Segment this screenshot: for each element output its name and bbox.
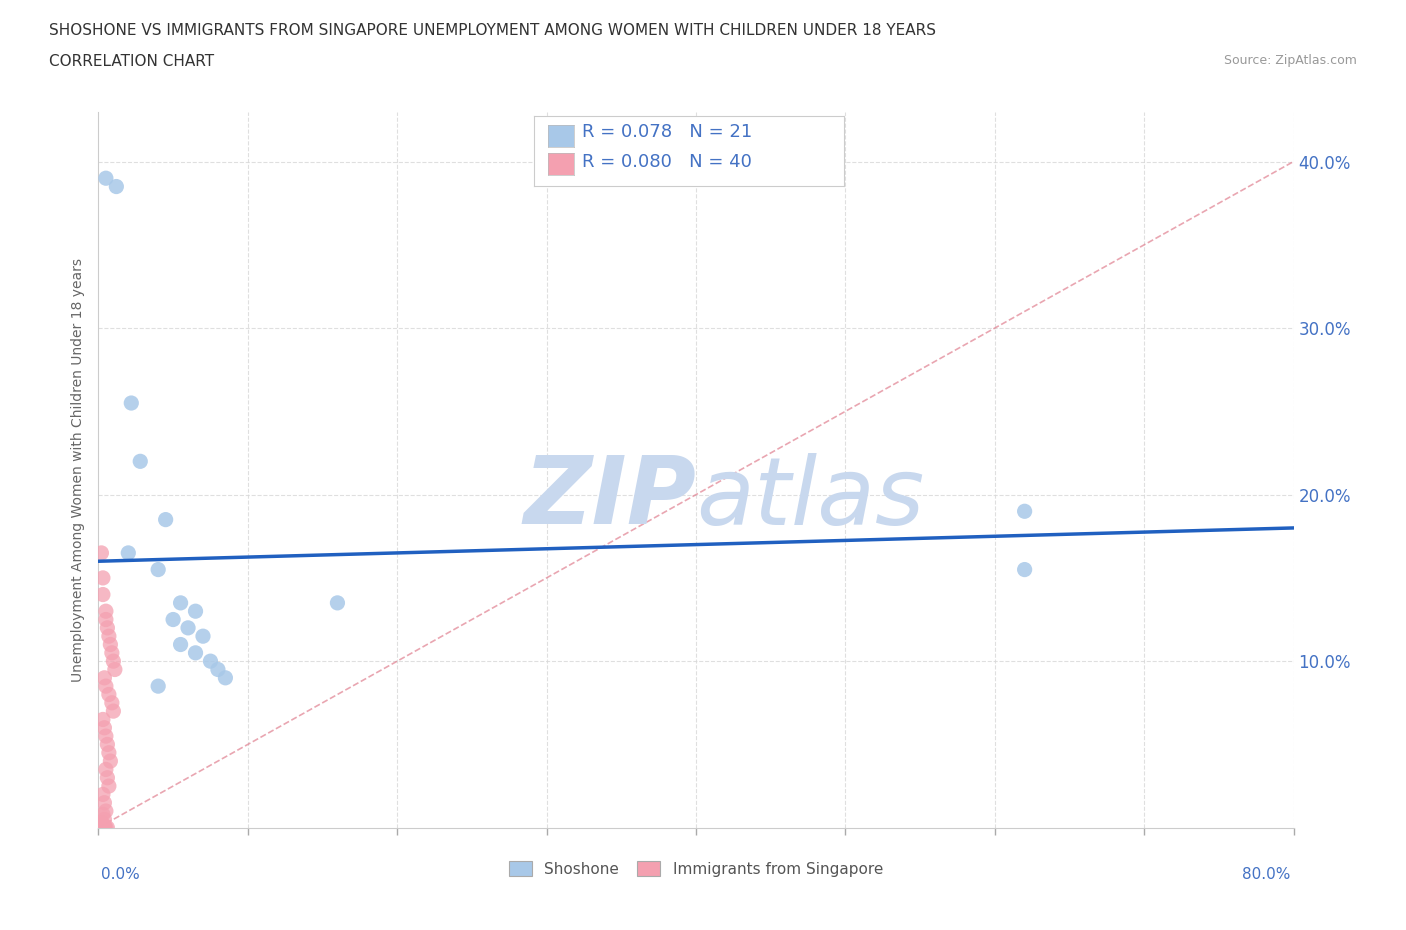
Point (93, 818, 115, 833)
Point (101, 696, 124, 711)
Point (177, 620, 200, 635)
Point (97, 778, 120, 793)
Point (169, 595, 191, 610)
Legend: Shoshone, Immigrants from Singapore: Shoshone, Immigrants from Singapore (502, 854, 890, 884)
Text: R = 0.078   N = 21: R = 0.078 N = 21 (582, 123, 752, 140)
Point (1014, 504, 1036, 519)
Point (94, 604, 117, 618)
Point (214, 671, 236, 685)
Point (96, 770, 118, 785)
Point (97, 629, 120, 644)
Point (94, 762, 117, 777)
Point (162, 612, 184, 627)
Point (94, 729, 117, 744)
Point (103, 654, 125, 669)
Point (91, 787, 114, 802)
Point (90, 820, 112, 835)
Point (91, 807, 114, 822)
Point (90, 816, 112, 830)
Point (94, 679, 117, 694)
Point (191, 629, 214, 644)
Point (94, 820, 117, 835)
Text: CORRELATION CHART: CORRELATION CHART (49, 54, 214, 69)
Text: 80.0%: 80.0% (1243, 867, 1291, 882)
Point (96, 620, 118, 635)
Point (117, 546, 139, 561)
Text: 0.0%: 0.0% (101, 867, 141, 882)
Point (94, 171, 117, 186)
Point (93, 812, 115, 827)
Point (148, 562, 170, 577)
Y-axis label: Unemployment Among Women with Children Under 18 years: Unemployment Among Women with Children U… (70, 258, 84, 682)
Point (129, 454, 152, 469)
Point (91, 712, 114, 727)
Text: SHOSHONE VS IMMIGRANTS FROM SINGAPORE UNEMPLOYMENT AMONG WOMEN WITH CHILDREN UND: SHOSHONE VS IMMIGRANTS FROM SINGAPORE UN… (49, 23, 936, 38)
Point (155, 512, 177, 527)
Point (90, 820, 112, 835)
Point (120, 395, 142, 410)
Point (1014, 562, 1036, 577)
Point (98, 753, 122, 768)
Point (94, 804, 117, 818)
Point (91, 820, 114, 835)
Point (96, 820, 118, 835)
Point (97, 745, 120, 760)
Point (184, 645, 207, 660)
Point (91, 570, 114, 585)
Point (207, 662, 229, 677)
Text: ZIP: ZIP (523, 452, 696, 544)
Point (93, 721, 115, 736)
Point (91, 587, 114, 602)
Point (93, 820, 115, 835)
Point (103, 704, 125, 719)
Point (94, 612, 117, 627)
Point (97, 687, 120, 702)
Point (98, 637, 122, 652)
Point (93, 671, 115, 685)
Text: Source: ZipAtlas.com: Source: ZipAtlas.com (1223, 54, 1357, 67)
Point (91, 817, 114, 831)
Point (200, 654, 222, 669)
Point (96, 737, 118, 751)
Point (105, 179, 128, 194)
Point (93, 795, 115, 810)
Point (169, 637, 191, 652)
Point (91, 820, 114, 835)
Text: atlas: atlas (696, 453, 924, 544)
Text: R = 0.080   N = 40: R = 0.080 N = 40 (582, 153, 752, 170)
Point (90, 546, 112, 561)
Point (101, 645, 124, 660)
Point (148, 679, 170, 694)
Point (184, 604, 207, 618)
Point (104, 662, 127, 677)
Point (326, 595, 349, 610)
